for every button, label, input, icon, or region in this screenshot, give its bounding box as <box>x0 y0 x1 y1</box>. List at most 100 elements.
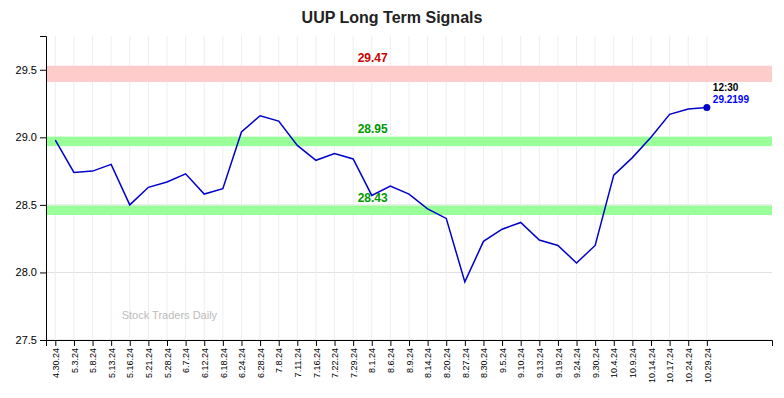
x-tick: 10.17.24 <box>665 340 675 383</box>
x-tick: 10.4.24 <box>609 340 619 378</box>
chart: UUP Long Term SignalsStock Traders Daily… <box>0 0 784 398</box>
y-tick-label: 28.0 <box>16 266 37 278</box>
x-tick: 7.11.24 <box>293 340 303 377</box>
x-tick: 8.30.24 <box>479 340 489 378</box>
x-tick-label: 8.1.24 <box>367 348 377 373</box>
x-tick-label: 6.18.24 <box>218 348 228 378</box>
x-tick-mark <box>521 340 522 346</box>
grid <box>46 36 772 340</box>
x-tick: 9.5.24 <box>498 340 508 373</box>
y-tick-label: 29.5 <box>16 64 37 76</box>
x-tick-label: 9.10.24 <box>516 348 526 378</box>
x-tick: 10.24.24 <box>684 340 694 383</box>
x-tick-label: 10.29.24 <box>702 348 712 383</box>
x-tick-mark <box>279 340 280 346</box>
x-tick: 8.1.24 <box>367 340 377 373</box>
x-tick-mark <box>186 340 187 346</box>
x-tick-label: 4.30.24 <box>51 348 61 378</box>
x-tick-mark <box>260 340 261 346</box>
x-tick-mark <box>539 340 540 346</box>
x-tick-label: 7.29.24 <box>349 348 359 378</box>
x-tick-label: 8.9.24 <box>405 348 415 373</box>
x-tick-label: 6.24.24 <box>237 348 247 378</box>
x-tick: 5.28.24 <box>163 340 173 378</box>
x-axis: 4.30.24 5.3.24 5.8.24 5.13.24 5.16.24 5.21.24… <box>47 340 773 383</box>
x-tick-mark <box>204 340 205 346</box>
band-label: 28.95 <box>358 122 388 136</box>
y-tick: 29.5 <box>16 64 46 76</box>
x-tick-label: 5.16.24 <box>125 348 135 378</box>
band <box>46 206 772 215</box>
band <box>46 137 772 146</box>
x-tick: 7.8.24 <box>274 340 284 373</box>
x-tick-mark <box>223 340 224 346</box>
y-tick: 28.0 <box>16 266 46 278</box>
y-tick-mark <box>40 272 46 273</box>
y-tick-mark <box>40 70 46 71</box>
x-tick: 8.14.24 <box>423 340 433 378</box>
x-tick: 5.13.24 <box>107 340 117 378</box>
watermark: Stock Traders Daily <box>122 309 218 321</box>
x-tick: 9.19.24 <box>554 340 564 378</box>
y-tick-mark <box>40 340 46 341</box>
y-tick-label: 28.5 <box>16 199 37 211</box>
x-tick-label: 5.3.24 <box>70 348 80 373</box>
x-tick-mark <box>130 340 131 346</box>
x-tick-label: 6.7.24 <box>181 348 191 373</box>
marks <box>46 66 772 282</box>
band <box>46 66 772 82</box>
x-tick: 6.7.24 <box>181 340 191 373</box>
x-tick-mark <box>502 340 503 346</box>
x-tick-mark <box>111 340 112 346</box>
x-tick: 6.24.24 <box>237 340 247 378</box>
band-label: 29.47 <box>358 51 388 65</box>
x-tick-mark <box>148 340 149 346</box>
x-tick: 4.30.24 <box>51 340 61 378</box>
x-tick-label: 7.8.24 <box>274 348 284 373</box>
x-tick-label: 9.24.24 <box>572 348 582 378</box>
x-axis-line <box>47 341 773 347</box>
x-tick: 7.22.24 <box>330 340 340 378</box>
x-tick-mark <box>390 340 391 346</box>
x-tick-label: 9.19.24 <box>554 348 564 378</box>
x-tick: 5.3.24 <box>70 340 80 373</box>
x-tick: 5.16.24 <box>125 340 135 378</box>
y-tick-label: 29.0 <box>16 131 37 143</box>
x-tick-mark <box>316 340 317 346</box>
x-tick-mark <box>483 340 484 346</box>
y-tick: 28.5 <box>16 199 46 211</box>
price-line <box>55 108 707 282</box>
band-label: 28.43 <box>358 191 388 205</box>
x-tick: 8.6.24 <box>386 340 396 373</box>
x-tick-label: 9.30.24 <box>591 348 601 378</box>
x-tick: 9.24.24 <box>572 340 582 378</box>
x-tick-label: 7.16.24 <box>312 348 322 378</box>
y-axis-line <box>40 37 47 341</box>
y-tick: 27.5 <box>16 334 46 346</box>
x-tick: 5.21.24 <box>144 340 154 378</box>
x-tick: 7.29.24 <box>349 340 359 378</box>
x-tick: 6.18.24 <box>218 340 228 378</box>
x-tick: 9.10.24 <box>516 340 526 378</box>
x-tick: 6.12.24 <box>200 340 210 378</box>
x-tick-mark <box>93 340 94 346</box>
x-tick-label: 6.12.24 <box>200 348 210 378</box>
x-tick: 5.8.24 <box>88 340 98 373</box>
x-tick-label: 9.5.24 <box>498 348 508 373</box>
y-axis: 27.5 28.0 28.5 29.0 29.5 <box>16 37 47 347</box>
x-tick-mark <box>688 340 689 346</box>
x-tick: 9.30.24 <box>591 340 601 378</box>
x-tick-label: 5.21.24 <box>144 348 154 378</box>
x-tick-label: 7.22.24 <box>330 348 340 378</box>
x-tick: 10.9.24 <box>628 340 638 378</box>
x-tick-mark <box>577 340 578 346</box>
annotation: 12:30 <box>713 82 739 93</box>
x-tick-label: 5.13.24 <box>107 348 117 378</box>
y-tick: 29.0 <box>16 131 46 143</box>
x-tick-label: 10.9.24 <box>628 348 638 378</box>
x-tick-label: 5.28.24 <box>163 348 173 378</box>
x-tick-mark <box>167 340 168 346</box>
x-tick: 8.27.24 <box>460 340 470 378</box>
y-tick-label: 27.5 <box>16 334 37 346</box>
x-tick-label: 5.8.24 <box>88 348 98 373</box>
